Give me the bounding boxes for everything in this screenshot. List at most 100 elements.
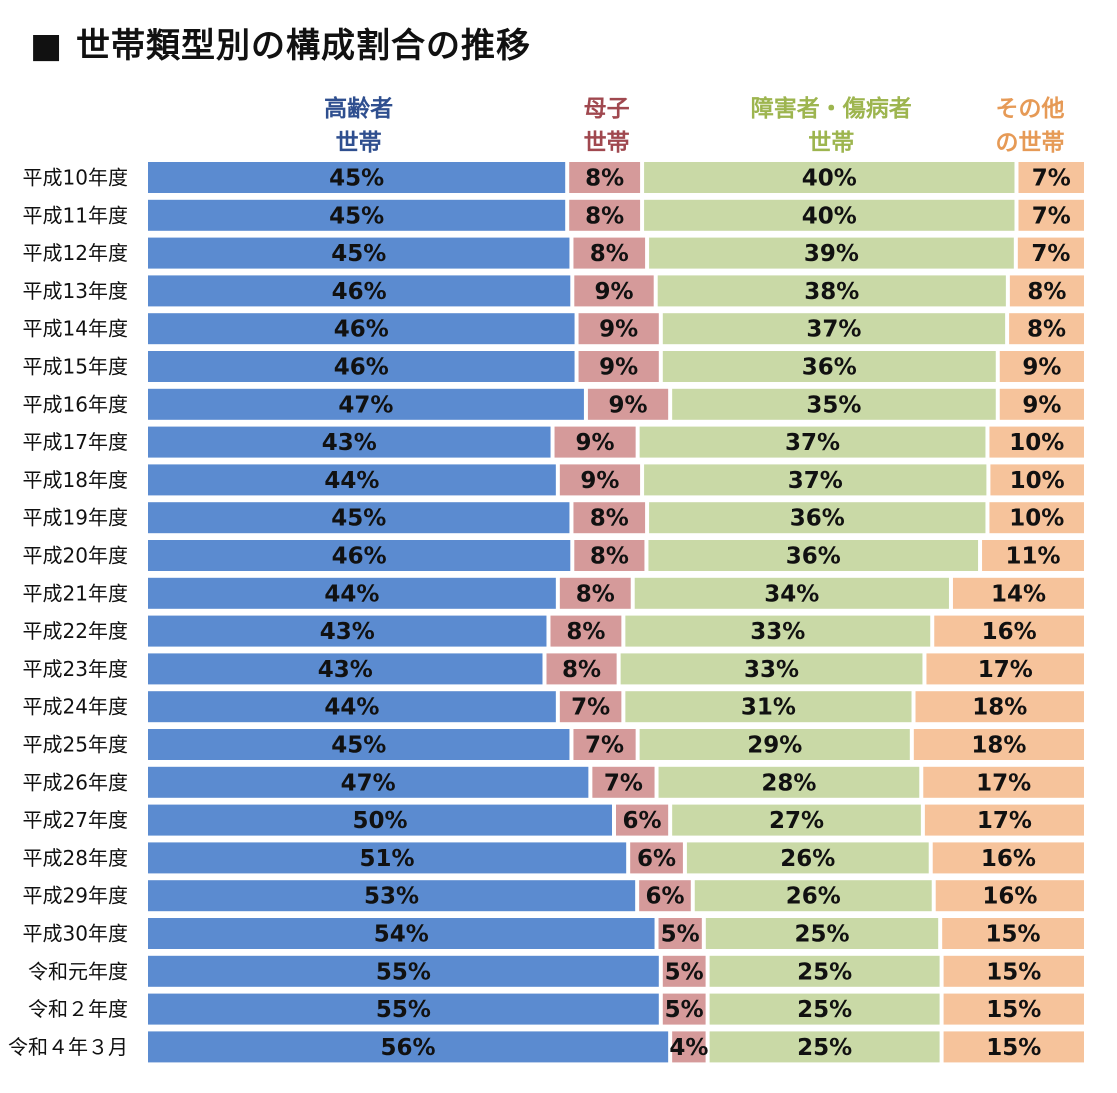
category-label: 平成29年度: [23, 884, 128, 908]
data-label: 45%: [331, 506, 386, 532]
data-label: 43%: [318, 657, 373, 683]
data-label: 45%: [329, 166, 384, 192]
bar-segment: [943, 993, 1084, 1025]
data-label: 8%: [566, 619, 605, 645]
bar-segment: [662, 955, 706, 987]
bar-segment: [913, 729, 1084, 760]
data-label: 8%: [562, 657, 601, 683]
bar-segment: [546, 653, 617, 685]
category-label: 平成10年度: [23, 166, 128, 190]
bar-segment: [148, 577, 556, 609]
data-label: 37%: [806, 317, 861, 343]
bar-segment: [148, 464, 556, 496]
bar-segment: [686, 842, 929, 874]
data-label: 36%: [802, 355, 857, 381]
bar-segment: [148, 502, 570, 534]
bar-segment: [559, 577, 631, 609]
data-label: 5%: [665, 997, 704, 1023]
data-label: 36%: [790, 506, 845, 532]
data-label: 8%: [585, 166, 624, 192]
data-label: 16%: [981, 846, 1036, 872]
bar-segment: [148, 918, 655, 949]
bar-segment: [644, 162, 1015, 193]
data-label: 16%: [982, 884, 1037, 910]
category-label: 平成15年度: [23, 355, 128, 379]
bar-segment: [587, 388, 669, 420]
chart-title: ■ 世帯類型別の構成割合の推移: [30, 26, 531, 66]
data-label: 9%: [594, 279, 633, 305]
data-label: 27%: [769, 808, 824, 834]
bar-segment: [649, 502, 986, 534]
bar-segment: [672, 1031, 706, 1063]
bar-segment: [943, 1031, 1084, 1063]
data-label: 51%: [360, 846, 415, 872]
bar-segment: [148, 653, 543, 685]
data-label: 10%: [1009, 506, 1064, 532]
data-label: 55%: [376, 959, 431, 985]
data-label: 7%: [1032, 203, 1071, 229]
data-label: 45%: [331, 733, 386, 759]
data-label: 29%: [747, 733, 802, 759]
data-label: 50%: [352, 808, 407, 834]
bar-segment: [935, 880, 1084, 912]
series-heading-4: の世帯: [996, 129, 1065, 156]
bar-segment: [952, 577, 1084, 609]
category-label: 平成16年度: [23, 392, 128, 416]
data-label: 9%: [580, 468, 619, 494]
bar-segment: [915, 691, 1084, 723]
bar-segment: [989, 426, 1084, 458]
bar-segment: [148, 880, 636, 912]
bar-segment: [923, 766, 1084, 798]
bar-segment: [657, 275, 1006, 307]
bar-segment: [1009, 313, 1084, 345]
bar-segment: [1018, 162, 1084, 193]
series-heading-4: その他: [996, 96, 1065, 122]
data-label: 4%: [669, 1035, 708, 1061]
bar-segment: [148, 199, 566, 231]
data-label: 9%: [576, 430, 615, 456]
category-label: 平成22年度: [23, 619, 128, 643]
bar-segment: [148, 804, 612, 836]
bar-segment: [578, 351, 659, 382]
data-label: 16%: [982, 619, 1037, 645]
data-label: 15%: [986, 959, 1041, 985]
series-heading-3: 世帯: [808, 129, 854, 156]
data-label: 7%: [571, 695, 610, 721]
data-label: 11%: [1005, 544, 1060, 570]
bar-segment: [658, 766, 920, 798]
data-label: 46%: [334, 355, 389, 381]
bar-segment: [148, 691, 556, 723]
bar-segment: [639, 729, 910, 760]
data-label: 7%: [1031, 241, 1070, 267]
bar-segment: [148, 237, 570, 269]
series-heading-2: 母子: [584, 96, 630, 122]
bar-segment: [559, 691, 622, 723]
category-label: 平成18年度: [23, 468, 128, 492]
data-label: 37%: [785, 430, 840, 456]
bar-segment: [630, 842, 683, 874]
bar-segment: [1009, 275, 1084, 307]
bar-segment: [932, 842, 1084, 874]
bar-segment: [648, 540, 979, 571]
category-label: 平成28年度: [23, 846, 128, 870]
bar-segment: [662, 313, 1006, 345]
data-label: 25%: [797, 997, 852, 1023]
category-label: 令和元年度: [28, 959, 128, 983]
data-label: 25%: [797, 1035, 852, 1061]
bar-segment: [625, 615, 931, 647]
category-label: 平成24年度: [23, 695, 128, 719]
data-label: 6%: [645, 884, 684, 910]
data-label: 31%: [741, 695, 796, 721]
bar-segment: [990, 464, 1084, 496]
data-label: 40%: [802, 203, 857, 229]
category-label: 令和２年度: [28, 997, 128, 1021]
category-label: 平成11年度: [23, 203, 128, 227]
data-label: 6%: [623, 808, 662, 834]
bar-segment: [148, 955, 659, 987]
data-label: 5%: [665, 959, 704, 985]
data-label: 8%: [1027, 317, 1066, 343]
data-label: 37%: [788, 468, 843, 494]
category-label: 平成21年度: [23, 581, 128, 605]
data-label: 43%: [322, 430, 377, 456]
series-heading-1: 高齢者: [324, 95, 393, 122]
